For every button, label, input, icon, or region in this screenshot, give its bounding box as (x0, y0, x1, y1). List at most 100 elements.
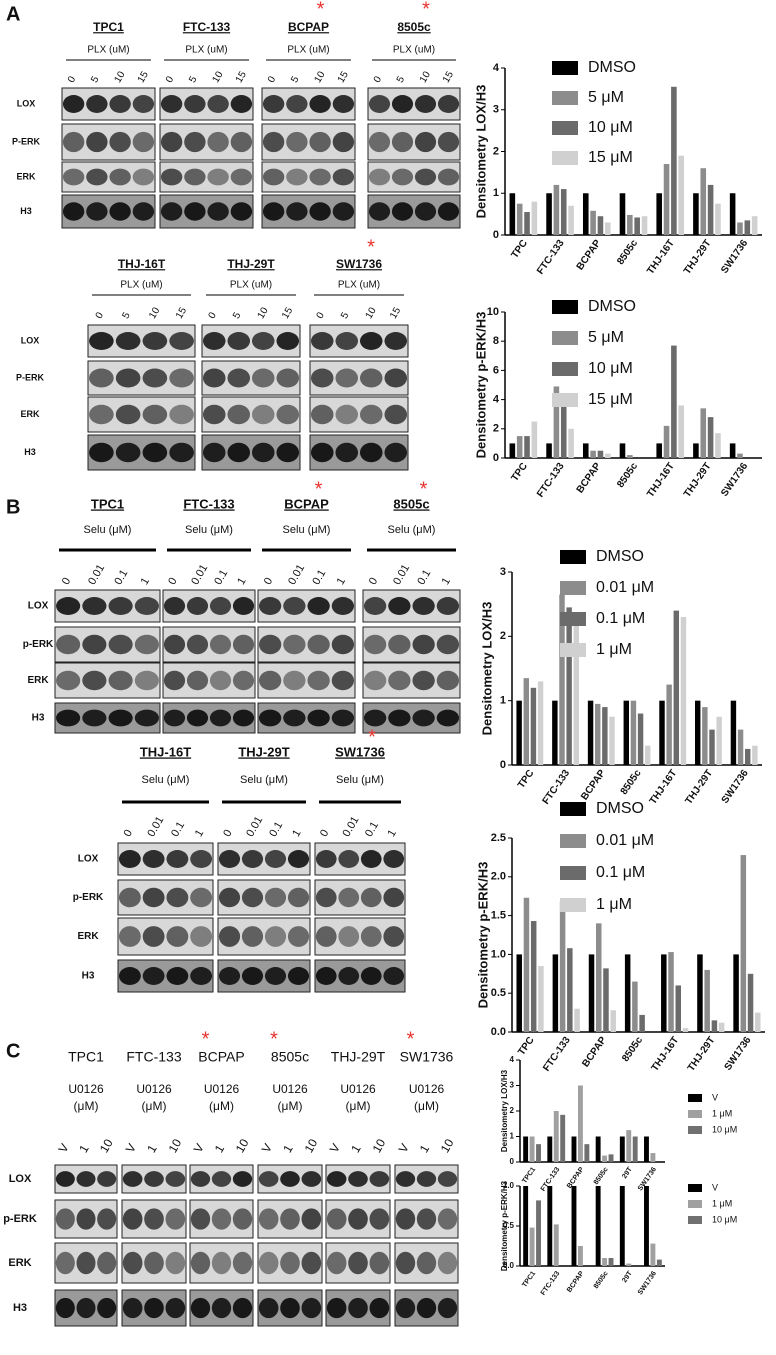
blot-band (307, 709, 330, 727)
blot-band (76, 1251, 96, 1275)
blot-band (202, 332, 226, 350)
bar (700, 408, 707, 458)
treatment-label: (μM) (346, 1099, 371, 1113)
treatment-label: Selu (μM) (185, 524, 233, 536)
bar (675, 985, 682, 1032)
treatment-label: Selu (μM) (336, 774, 384, 786)
blot-band (232, 634, 255, 655)
significance-star: * (368, 726, 376, 748)
bar (752, 745, 758, 765)
bar (737, 222, 743, 235)
blot-band (207, 131, 229, 153)
blot-band (251, 368, 275, 388)
blot-band (363, 709, 387, 727)
treatment-label: (μM) (209, 1099, 234, 1113)
blot-band (132, 202, 155, 221)
dose-label: 1 (235, 576, 248, 587)
blot-band (436, 634, 460, 655)
dose-label: 10 (302, 1136, 321, 1155)
blot-band (335, 442, 359, 463)
blot-band (166, 887, 189, 908)
row-label: P-ERK (12, 136, 41, 146)
legend-swatch (552, 300, 578, 314)
blot-band (437, 95, 460, 113)
y-tick-label: 4 (493, 394, 500, 406)
x-tick-label: THJ-29T (686, 1035, 718, 1074)
bar (571, 1136, 577, 1162)
cell-line-name: BCPAP (284, 496, 329, 511)
bar (531, 421, 538, 458)
y-tick-label: 0.5 (491, 987, 506, 999)
blot-band (97, 1208, 117, 1230)
bar (650, 1243, 656, 1266)
row-label: LOX (9, 1173, 32, 1185)
legend-swatch (688, 1110, 702, 1118)
blot-band (363, 634, 387, 655)
dose-label: 1 (417, 1142, 433, 1155)
blot-band (56, 634, 81, 655)
blot-band (395, 1171, 416, 1187)
blot-band (309, 168, 331, 186)
blot-band (166, 967, 189, 985)
blot-band (391, 95, 414, 113)
bar (632, 1136, 638, 1162)
blot-band (186, 597, 209, 615)
bar (546, 193, 552, 235)
blot-band (315, 967, 337, 985)
x-tick-label: 8505c (593, 1270, 610, 1290)
dose-label: 1 (440, 576, 453, 587)
dose-label: V (123, 1141, 139, 1155)
blot-band (286, 131, 308, 153)
bar (560, 406, 567, 458)
bar (663, 164, 670, 235)
blot-band (335, 404, 359, 425)
dose-label: 5 (339, 310, 352, 321)
blot-band (286, 168, 308, 186)
blot-band (258, 634, 282, 655)
blot-band (86, 168, 108, 186)
dose-label: 0 (262, 576, 275, 587)
blot-band (142, 442, 168, 463)
blot-band (384, 404, 408, 425)
dose-label: 0.01 (189, 562, 210, 587)
y-axis-label: Densitometry LOX/H3 (473, 85, 488, 219)
blot-band (363, 597, 387, 615)
blot-band (384, 332, 408, 350)
y-axis-label: Densitometry LOX/H3 (479, 602, 494, 736)
blot-band (55, 1208, 75, 1230)
cell-line-name: 8505c (397, 20, 431, 34)
x-tick-label: 8505c (615, 461, 640, 490)
blot-band (142, 850, 165, 868)
y-tick-label: 4 (510, 1055, 515, 1064)
blot-band (232, 1171, 253, 1187)
row-label: LOX (28, 601, 49, 612)
row-label: ERK (27, 675, 49, 686)
blot-band (338, 887, 360, 908)
blot-band (190, 850, 213, 868)
blot-band (437, 131, 460, 153)
row-label: H3 (13, 1302, 27, 1314)
blot-band (86, 202, 108, 221)
bar (630, 700, 637, 765)
treatment-label: (μM) (414, 1099, 439, 1113)
blot-band (286, 202, 308, 221)
blot-band (190, 1251, 211, 1275)
dose-label: 10 (418, 69, 433, 85)
bar (595, 1186, 601, 1266)
blot-band (82, 634, 107, 655)
blot-band (287, 850, 310, 868)
dose-label: 10 (97, 1136, 116, 1155)
blot-band (166, 926, 189, 947)
blot-band (331, 597, 355, 615)
bar (671, 86, 677, 235)
blot-band (62, 202, 85, 221)
blot-band (144, 1251, 164, 1275)
bar (523, 1136, 529, 1162)
dose-label: 0.01 (145, 814, 166, 839)
blot-band (326, 1171, 347, 1187)
blot-band (262, 202, 285, 221)
cell-line-name: FTC-133 (126, 1049, 181, 1065)
blot-band (335, 332, 359, 350)
bar (745, 748, 751, 765)
y-tick-label: 2.0 (491, 871, 506, 883)
